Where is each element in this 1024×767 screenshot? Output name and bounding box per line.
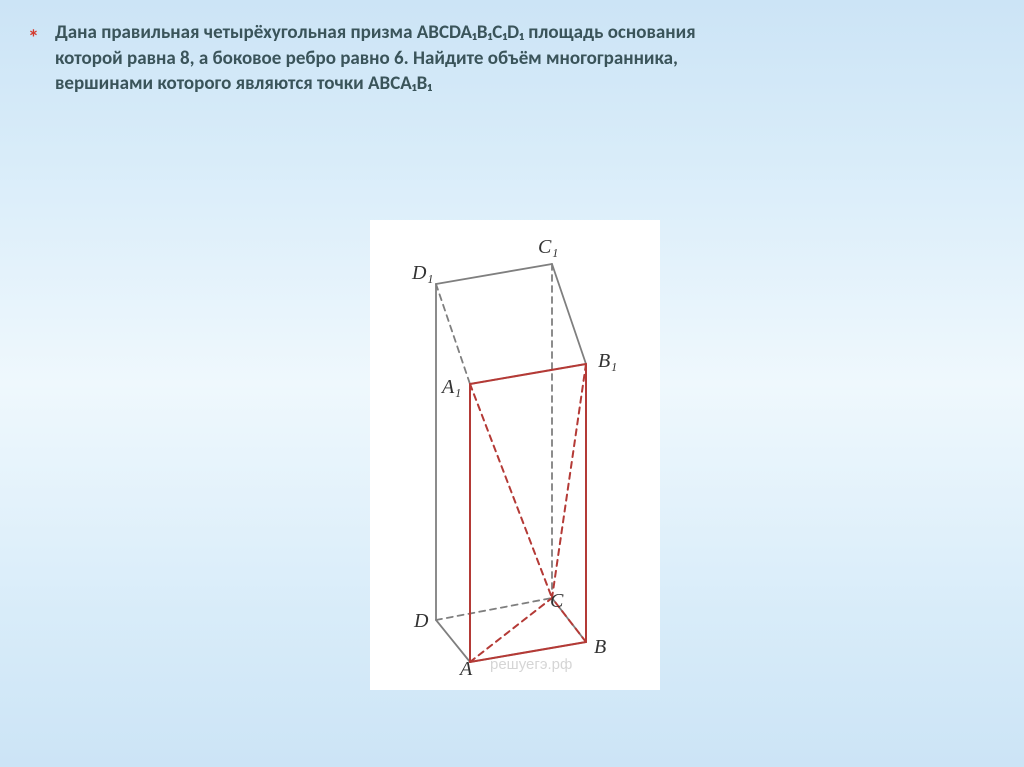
vertex-label-a: A bbox=[460, 658, 472, 681]
watermark-text: решуегэ.рф bbox=[490, 656, 572, 673]
vertex-label-c: C bbox=[550, 590, 563, 613]
text-fragment: вершинами которого являются точки bbox=[55, 72, 368, 95]
prism-diagram: C₁ D₁ B₁ A₁ C D B A решуегэ.рф bbox=[370, 220, 660, 690]
vertex-label-a1: A₁ bbox=[442, 376, 461, 399]
vertex-label-d1: D₁ bbox=[412, 262, 433, 285]
math-formula: ABCA₁B₁ bbox=[368, 72, 432, 95]
bullet-asterisk: * bbox=[28, 24, 39, 51]
vertex-label-b: B bbox=[594, 636, 606, 659]
vertex-label-c1: C₁ bbox=[538, 236, 558, 259]
vertex-label-b1: B₁ bbox=[598, 350, 617, 373]
text-fragment: которой равна 8, а боковое ребро равно 6… bbox=[55, 47, 678, 70]
text-fragment: площадь основания bbox=[524, 21, 696, 44]
text-fragment: Дана правильная четырёхугольная призма bbox=[55, 21, 417, 44]
problem-statement: Дана правильная четырёхугольная призма A… bbox=[55, 20, 994, 97]
math-formula: ABCDA₁B₁C₁D₁ bbox=[417, 21, 524, 44]
vertex-label-d: D bbox=[414, 610, 428, 633]
